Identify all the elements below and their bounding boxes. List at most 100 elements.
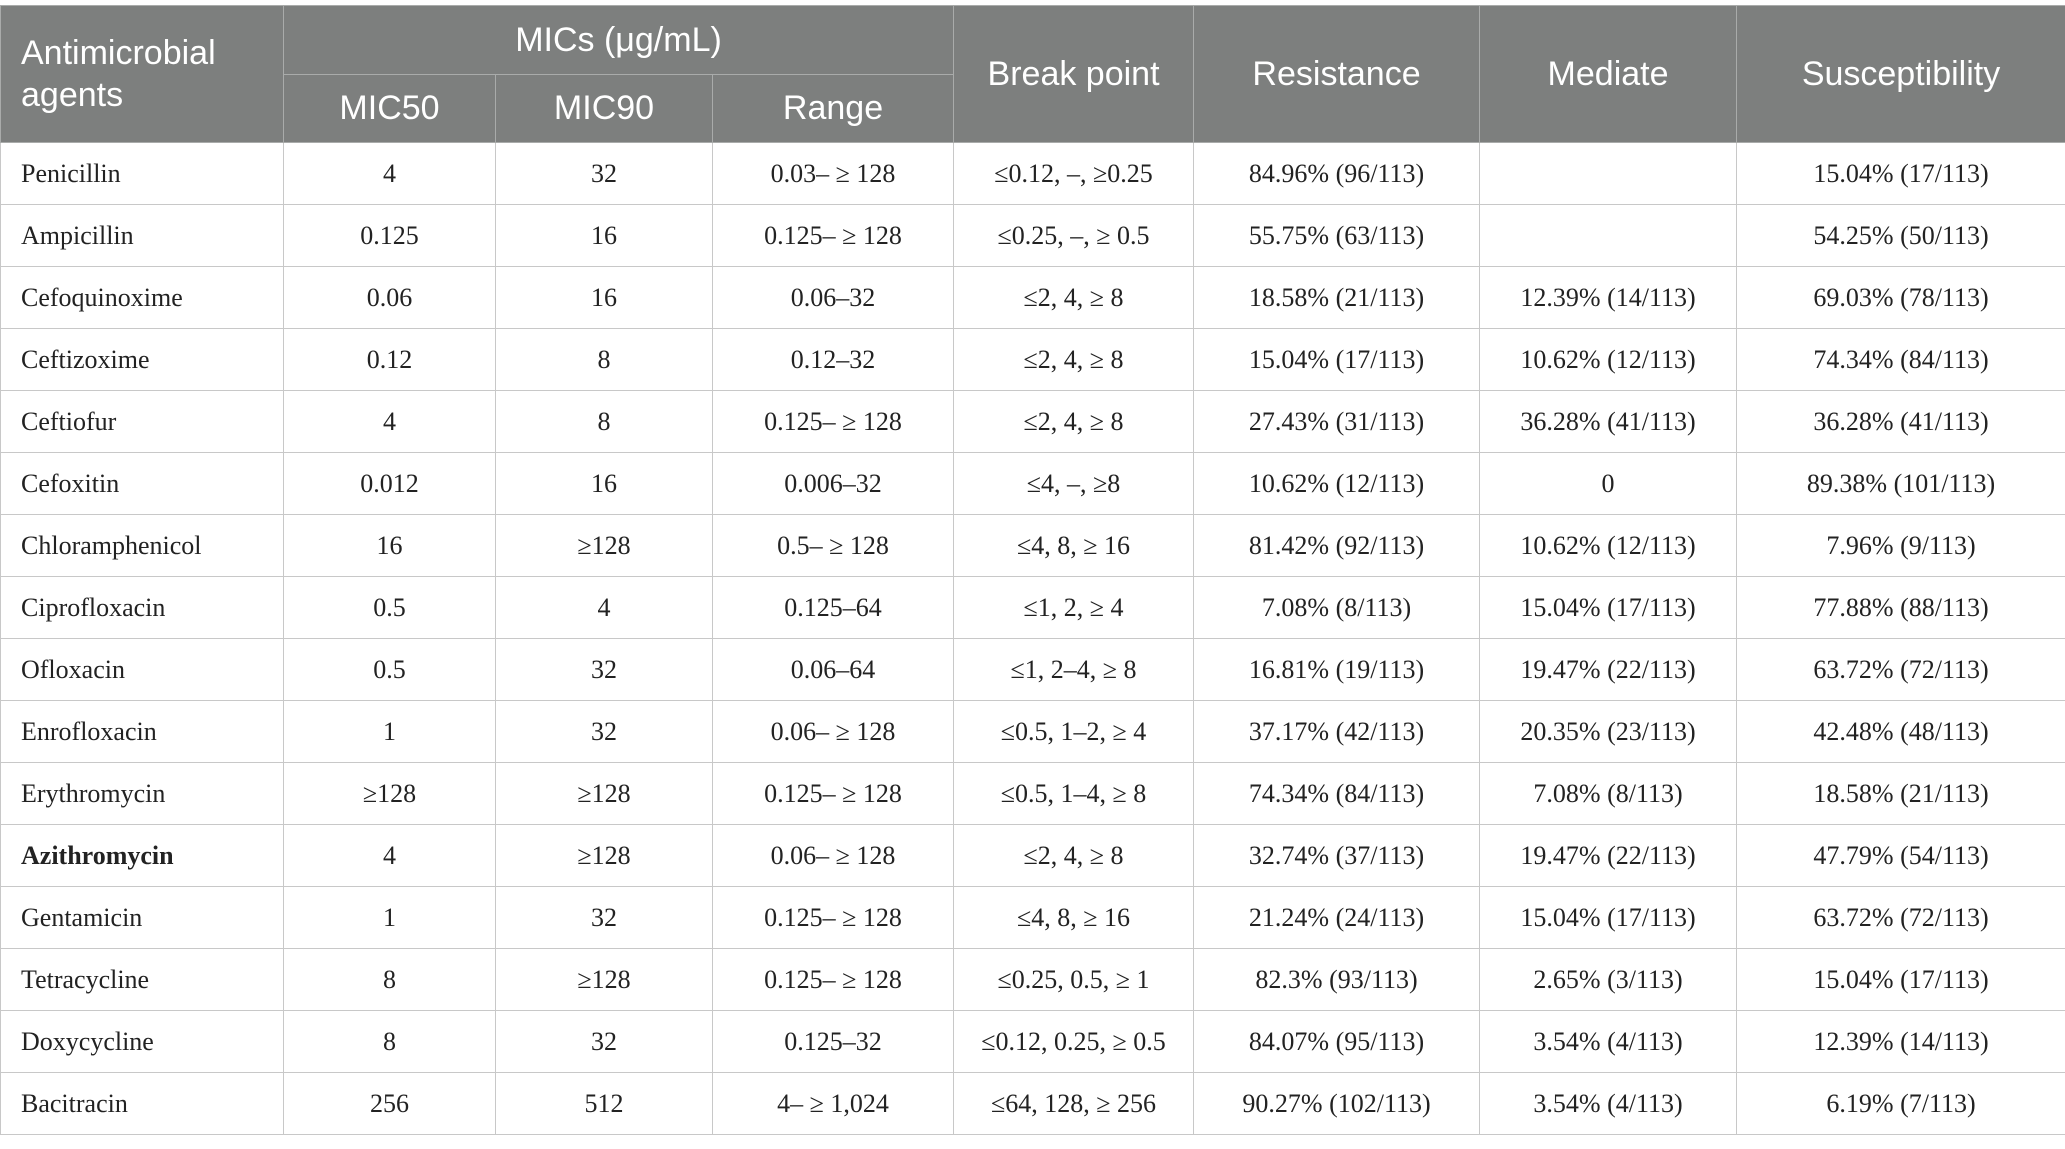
- mic50-cell: 256: [283, 1072, 496, 1135]
- susceptibility-cell: 6.19% (7/113): [1736, 1072, 2065, 1135]
- resistance-cell: 21.24% (24/113): [1193, 886, 1481, 949]
- agent-cell: Ofloxacin: [0, 638, 284, 701]
- table-row: Gentamicin 1 32 0.125– ≥ 128 ≤4, 8, ≥ 16 21.2…: [0, 886, 2065, 949]
- resistance-cell: 81.42% (92/113): [1193, 514, 1481, 577]
- agent-cell: Ceftizoxime: [0, 328, 284, 391]
- mic50-cell: 0.5: [283, 576, 496, 639]
- mic50-cell: 4: [283, 142, 496, 205]
- susceptibility-cell: 42.48% (48/113): [1736, 700, 2065, 763]
- break-point-cell: ≤0.12, 0.25, ≥ 0.5: [953, 1010, 1195, 1073]
- break-point-cell: ≤4, 8, ≥ 16: [953, 886, 1195, 949]
- mic50-cell: 0.125: [283, 204, 496, 267]
- table-row: Cefoquinoxime 0.06 16 0.06–32 ≤2, 4, ≥ 8 18.5…: [0, 266, 2065, 329]
- header-break-point: Break point: [953, 5, 1195, 143]
- mic90-cell: ≥128: [495, 762, 713, 825]
- mic90-cell: 32: [495, 142, 713, 205]
- table-row: Ofloxacin 0.5 32 0.06–64 ≤1, 2–4, ≥ 8 16.81% …: [0, 638, 2065, 701]
- mediate-cell: 10.62% (12/113): [1479, 328, 1738, 391]
- break-point-cell: ≤0.5, 1–2, ≥ 4: [953, 700, 1195, 763]
- table-row: Ampicillin 0.125 16 0.125– ≥ 128 ≤0.25, –, ≥…: [0, 204, 2065, 267]
- mic90-cell: 8: [495, 328, 713, 391]
- resistance-cell: 18.58% (21/113): [1193, 266, 1481, 329]
- range-cell: 0.06–32: [711, 266, 955, 329]
- table-body: Penicillin 4 32 0.03– ≥ 128 ≤0.12, –, ≥0.25 8…: [0, 142, 2065, 1135]
- mic90-cell: ≥128: [495, 824, 713, 887]
- mediate-cell: 3.54% (4/113): [1479, 1010, 1738, 1073]
- mic90-cell: 32: [495, 1010, 713, 1073]
- mediate-cell: [1479, 142, 1738, 205]
- susceptibility-cell: 36.28% (41/113): [1736, 390, 2065, 453]
- break-point-cell: ≤2, 4, ≥ 8: [953, 328, 1195, 391]
- susceptibility-cell: 12.39% (14/113): [1736, 1010, 2065, 1073]
- table-row: Doxycycline 8 32 0.125–32 ≤0.12, 0.25, ≥ 0.5…: [0, 1010, 2065, 1073]
- range-cell: 0.06– ≥ 128: [711, 700, 955, 763]
- range-cell: 0.125– ≥ 128: [711, 886, 955, 949]
- agent-cell: Penicillin: [0, 142, 284, 205]
- table-row: Enrofloxacin 1 32 0.06– ≥ 128 ≤0.5, 1–2, ≥ 4…: [0, 700, 2065, 763]
- agent-cell: Ceftiofur: [0, 390, 284, 453]
- resistance-cell: 74.34% (84/113): [1193, 762, 1481, 825]
- break-point-cell: ≤0.12, –, ≥0.25: [953, 142, 1195, 205]
- resistance-cell: 82.3% (93/113): [1193, 948, 1481, 1011]
- mic50-cell: 0.06: [283, 266, 496, 329]
- mic50-cell: 4: [283, 824, 496, 887]
- mediate-cell: 12.39% (14/113): [1479, 266, 1738, 329]
- header-resistance: Resistance: [1193, 5, 1481, 143]
- range-cell: 0.125–64: [711, 576, 955, 639]
- susceptibility-cell: 15.04% (17/113): [1736, 142, 2065, 205]
- agent-cell: Enrofloxacin: [0, 700, 284, 763]
- mediate-cell: 2.65% (3/113): [1479, 948, 1738, 1011]
- mic90-cell: 16: [495, 452, 713, 515]
- range-cell: 0.06–64: [711, 638, 955, 701]
- resistance-cell: 84.07% (95/113): [1193, 1010, 1481, 1073]
- header-antimicrobial-agents: Antimicrobial agents: [0, 5, 284, 143]
- agent-cell: Chloramphenicol: [0, 514, 284, 577]
- resistance-cell: 16.81% (19/113): [1193, 638, 1481, 701]
- table-row: Cefoxitin 0.012 16 0.006–32 ≤4, –, ≥8 10.62% …: [0, 452, 2065, 515]
- mic-table: Antimicrobial agents MICs (μg/mL) Break …: [0, 5, 2065, 1135]
- susceptibility-cell: 18.58% (21/113): [1736, 762, 2065, 825]
- header-range: Range: [711, 74, 955, 143]
- mic90-cell: 8: [495, 390, 713, 453]
- susceptibility-cell: 74.34% (84/113): [1736, 328, 2065, 391]
- mic50-cell: 8: [283, 948, 496, 1011]
- resistance-cell: 7.08% (8/113): [1193, 576, 1481, 639]
- range-cell: 0.125– ≥ 128: [711, 948, 955, 1011]
- break-point-cell: ≤2, 4, ≥ 8: [953, 824, 1195, 887]
- agent-cell: Bacitracin: [0, 1072, 284, 1135]
- break-point-cell: ≤0.25, 0.5, ≥ 1: [953, 948, 1195, 1011]
- resistance-cell: 27.43% (31/113): [1193, 390, 1481, 453]
- agent-cell: Azithromycin: [0, 824, 284, 887]
- mediate-cell: 20.35% (23/113): [1479, 700, 1738, 763]
- mic90-cell: ≥128: [495, 514, 713, 577]
- susceptibility-cell: 7.96% (9/113): [1736, 514, 2065, 577]
- range-cell: 0.06– ≥ 128: [711, 824, 955, 887]
- mic50-cell: 0.12: [283, 328, 496, 391]
- susceptibility-cell: 77.88% (88/113): [1736, 576, 2065, 639]
- mic50-cell: 0.012: [283, 452, 496, 515]
- header-mic50: MIC50: [283, 74, 496, 143]
- break-point-cell: ≤1, 2, ≥ 4: [953, 576, 1195, 639]
- mic90-cell: 32: [495, 638, 713, 701]
- agent-cell: Gentamicin: [0, 886, 284, 949]
- mediate-cell: 36.28% (41/113): [1479, 390, 1738, 453]
- range-cell: 0.006–32: [711, 452, 955, 515]
- susceptibility-cell: 47.79% (54/113): [1736, 824, 2065, 887]
- mic50-cell: 8: [283, 1010, 496, 1073]
- mic50-cell: 0.5: [283, 638, 496, 701]
- range-cell: 0.125– ≥ 128: [711, 204, 955, 267]
- susceptibility-cell: 63.72% (72/113): [1736, 638, 2065, 701]
- table-row: Ceftiofur 4 8 0.125– ≥ 128 ≤2, 4, ≥ 8 27.43% …: [0, 390, 2065, 453]
- resistance-cell: 55.75% (63/113): [1193, 204, 1481, 267]
- table-row: Chloramphenicol 16 ≥128 0.5– ≥ 128 ≤4, 8, ≥ …: [0, 514, 2065, 577]
- mic90-cell: 4: [495, 576, 713, 639]
- susceptibility-cell: 89.38% (101/113): [1736, 452, 2065, 515]
- table-row: Azithromycin 4 ≥128 0.06– ≥ 128 ≤2, 4, ≥ 8 32…: [0, 824, 2065, 887]
- resistance-cell: 84.96% (96/113): [1193, 142, 1481, 205]
- agent-cell: Cefoxitin: [0, 452, 284, 515]
- range-cell: 0.5– ≥ 128: [711, 514, 955, 577]
- mediate-cell: [1479, 204, 1738, 267]
- range-cell: 0.12–32: [711, 328, 955, 391]
- break-point-cell: ≤0.25, –, ≥ 0.5: [953, 204, 1195, 267]
- susceptibility-cell: 54.25% (50/113): [1736, 204, 2065, 267]
